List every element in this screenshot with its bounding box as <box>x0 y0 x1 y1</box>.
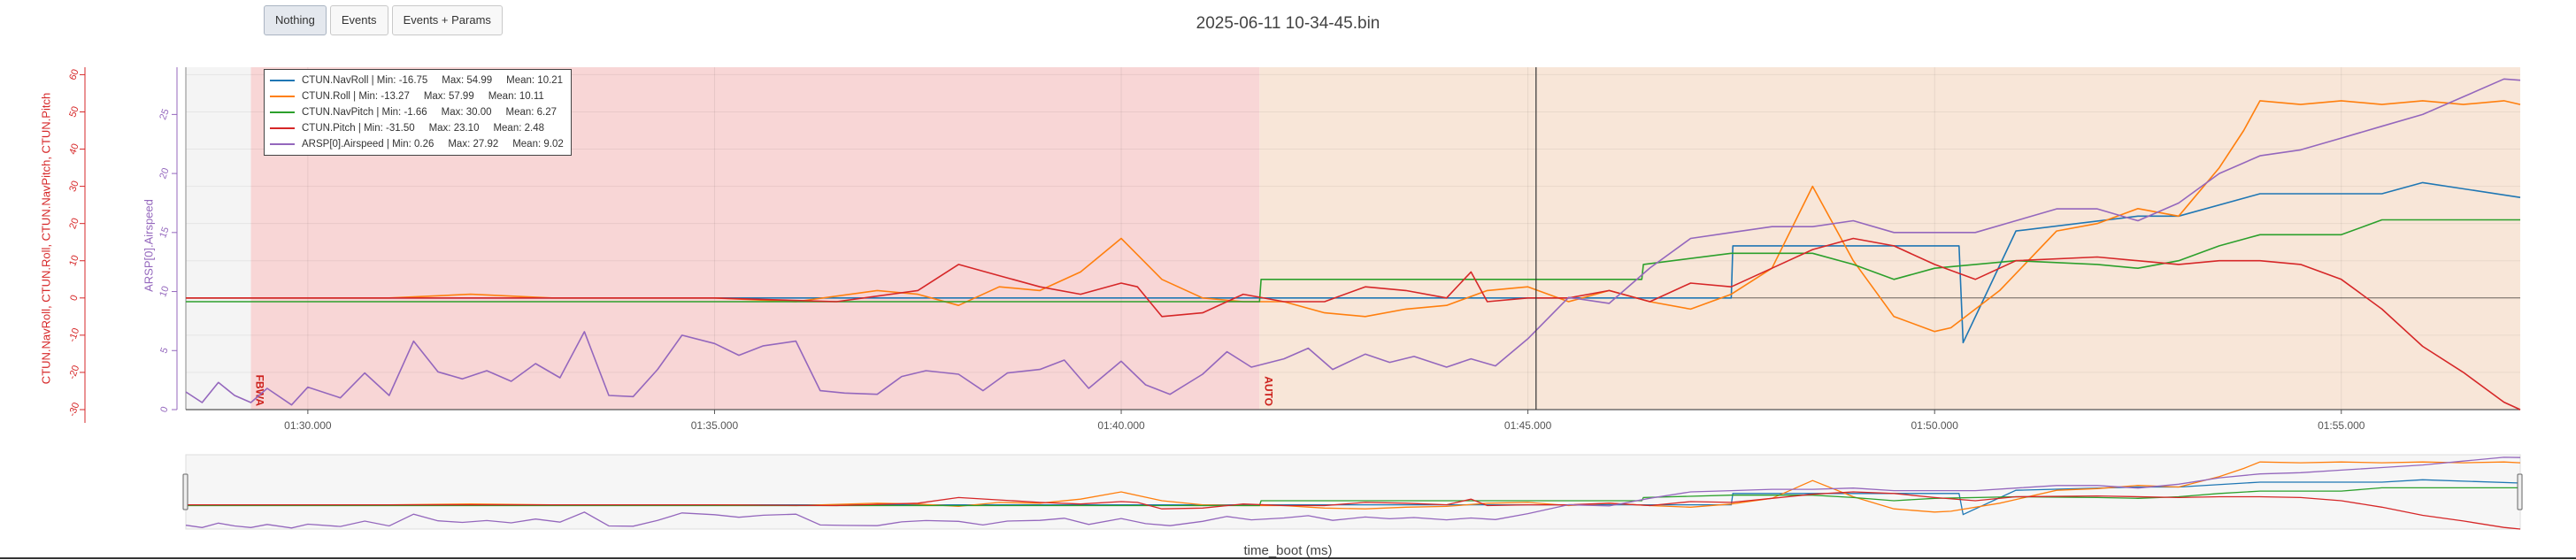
x-tick-label: 01:45.000 <box>1504 419 1552 432</box>
x-tick-label: 01:55.000 <box>2318 419 2365 432</box>
y2-tick-label: 10 <box>158 285 171 299</box>
plot-title: 2025-06-11 10-34-45.bin <box>1196 14 1380 33</box>
y1-tick-label: 30 <box>67 180 81 194</box>
x-axis-label: time_boot (ms) <box>1243 543 1333 558</box>
y1-tick-label: 0 <box>68 294 80 303</box>
y2-tick-label: 5 <box>158 346 170 355</box>
legend-swatch <box>270 80 295 81</box>
range-handle-right[interactable] <box>2517 473 2523 510</box>
y2-tick-label: 20 <box>158 166 171 180</box>
y1-tick-label: 50 <box>67 105 81 119</box>
range-slider-line-arsp-0-airspeed <box>185 456 2521 529</box>
x-tick-label: 01:35.000 <box>691 419 739 432</box>
y1-tick-label: -20 <box>67 364 82 380</box>
legend-item[interactable]: CTUN.NavPitch | Min: -1.66 Max: 30.00 Me… <box>270 104 564 120</box>
legend-label: ARSP[0].Airspeed | Min: 0.26 Max: 27.92 … <box>302 139 564 150</box>
legend-item[interactable]: CTUN.Roll | Min: -13.27 Max: 57.99 Mean:… <box>270 88 564 104</box>
legend-item[interactable]: ARSP[0].Airspeed | Min: 0.26 Max: 27.92 … <box>270 136 564 152</box>
y1-tick-label: -30 <box>67 401 82 418</box>
legend-swatch <box>270 143 295 145</box>
legend-item[interactable]: CTUN.Pitch | Min: -31.50 Max: 23.10 Mean… <box>270 120 564 136</box>
legend-swatch <box>270 127 295 129</box>
x-tick-label: 01:40.000 <box>1097 419 1145 432</box>
y1-tick-label: 10 <box>67 254 81 268</box>
mode-region-auto <box>1259 67 2520 410</box>
series-line-ctun-roll <box>186 100 2521 333</box>
legend-label: CTUN.Pitch | Min: -31.50 Max: 23.10 Mean… <box>302 123 544 134</box>
y1-tick-label: 60 <box>67 68 81 82</box>
events-params-button[interactable]: Events + Params <box>391 5 503 35</box>
series-line-arsp-0-airspeed <box>185 78 2521 406</box>
y1-tick-label: -10 <box>67 326 82 343</box>
y2-tick-label: 15 <box>158 226 171 240</box>
plot-toolbar: Nothing Events Events + Params <box>264 5 503 35</box>
legend-swatch <box>270 111 295 113</box>
nothing-button[interactable]: Nothing <box>264 5 327 35</box>
legend-label: CTUN.NavPitch | Min: -1.66 Max: 30.00 Me… <box>302 107 557 118</box>
pre-mode-region <box>186 67 251 410</box>
y1-tick-label: 40 <box>67 142 81 157</box>
y2-tick-label: 0 <box>158 405 170 414</box>
range-handle-left[interactable] <box>182 473 188 510</box>
legend-label: CTUN.Roll | Min: -13.27 Max: 57.99 Mean:… <box>302 91 544 102</box>
legend-item[interactable]: CTUN.NavRoll | Min: -16.75 Max: 54.99 Me… <box>270 73 564 88</box>
x-tick-label: 01:30.000 <box>284 419 332 432</box>
x-tick-label: 01:50.000 <box>1911 419 1959 432</box>
legend-swatch <box>270 96 295 97</box>
y1-axis-label: CTUN.NavRoll, CTUN.Roll, CTUN.NavPitch, … <box>39 92 53 385</box>
mode-label-auto: AUTO <box>1262 376 1274 406</box>
chart-legend[interactable]: CTUN.NavRoll | Min: -16.75 Max: 54.99 Me… <box>264 69 572 156</box>
range-slider-bg <box>185 454 2521 530</box>
mode-label-fbwa: FBWA <box>254 375 266 407</box>
y1-tick-label: 20 <box>67 217 81 231</box>
y2-tick-label: 25 <box>158 108 171 122</box>
events-button[interactable]: Events <box>329 5 388 35</box>
y2-axis-label: ARSP[0].Airspeed <box>142 199 156 292</box>
legend-label: CTUN.NavRoll | Min: -16.75 Max: 54.99 Me… <box>302 75 564 86</box>
